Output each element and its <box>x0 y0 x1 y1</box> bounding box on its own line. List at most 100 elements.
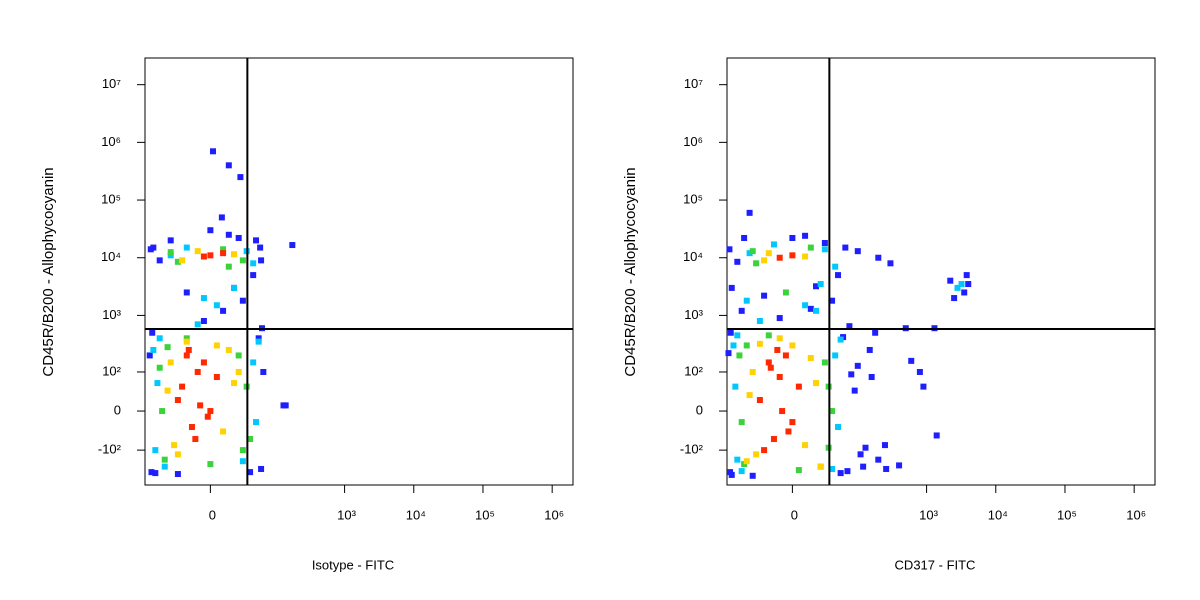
event-dot <box>200 253 207 260</box>
event-dot <box>239 257 246 264</box>
event-dot <box>756 397 763 404</box>
event-dot <box>167 359 174 366</box>
event-dot <box>194 248 201 255</box>
event-dot <box>213 373 220 380</box>
event-dot <box>255 335 262 342</box>
event-dot <box>817 281 824 288</box>
event-dot <box>207 461 214 468</box>
event-dot <box>872 329 879 336</box>
event-dot <box>785 428 792 435</box>
x-tick-label: 0 <box>791 507 798 522</box>
event-dot <box>738 419 745 426</box>
event-dot <box>749 368 756 375</box>
event-dot <box>183 289 190 296</box>
y-tick-label: 10⁴ <box>101 249 121 264</box>
event-dot <box>743 342 750 349</box>
event-dot <box>194 321 201 328</box>
event-dot <box>204 413 211 420</box>
x-tick-label: 10⁶ <box>544 507 564 522</box>
event-dot <box>753 260 760 267</box>
event-dot <box>947 277 954 284</box>
event-dot <box>225 263 232 270</box>
event-dot <box>247 469 254 476</box>
event-dot <box>961 289 968 296</box>
event-dot <box>239 297 246 304</box>
event-dot <box>220 428 227 435</box>
event-dot <box>795 383 802 390</box>
event-dot <box>194 368 201 375</box>
y-tick-label: -10² <box>680 442 704 457</box>
event-dot <box>776 254 783 261</box>
event-dot <box>220 250 227 257</box>
event-dot <box>761 257 768 264</box>
event-dot <box>253 237 260 244</box>
event-dot <box>743 458 750 465</box>
event-dot <box>152 470 159 477</box>
event-dot <box>738 468 745 475</box>
event-dot <box>179 257 186 264</box>
event-dot <box>746 392 753 399</box>
event-dot <box>200 295 207 302</box>
event-dot <box>807 305 814 312</box>
event-dot <box>728 471 735 478</box>
event-dot <box>761 292 768 299</box>
y-tick-label: 10⁷ <box>684 76 703 91</box>
event-dot <box>728 284 735 291</box>
event-dot <box>854 362 861 369</box>
y-tick-label: 0 <box>696 402 703 417</box>
plot-frame <box>144 57 574 486</box>
event-dot <box>776 315 783 322</box>
event-dot <box>837 470 844 477</box>
event-dot <box>174 471 181 478</box>
x-tick-label: 10⁶ <box>1126 507 1146 522</box>
y-tick-label: 10⁷ <box>102 76 121 91</box>
event-dot <box>860 463 867 470</box>
event-dot <box>813 283 820 290</box>
event-dot <box>179 383 186 390</box>
event-dot <box>846 323 853 330</box>
event-dot <box>207 408 214 415</box>
event-dot <box>159 408 166 415</box>
event-dot <box>200 317 207 324</box>
event-dot <box>848 371 855 378</box>
event-dot <box>779 408 786 415</box>
event-dot <box>741 234 748 241</box>
event-dot <box>774 346 781 353</box>
event-dot <box>164 344 171 351</box>
event-dot <box>756 340 763 347</box>
event-dot <box>250 272 257 279</box>
y-tick-label: -10² <box>98 442 122 457</box>
event-dot <box>795 467 802 474</box>
event-dot <box>146 352 153 359</box>
event-dot <box>908 357 915 364</box>
event-dot <box>782 289 789 296</box>
event-dot <box>862 444 869 451</box>
y-tick-label: 0 <box>114 402 121 417</box>
x-tick-label: 10⁵ <box>475 507 495 522</box>
event-dot <box>916 368 923 375</box>
event-dot <box>958 281 965 288</box>
event-dot <box>829 297 836 304</box>
event-dot <box>734 332 741 339</box>
event-dot <box>765 332 772 339</box>
event-dot <box>154 380 161 387</box>
event-dot <box>200 359 207 366</box>
event-dot <box>743 297 750 304</box>
event-dot <box>161 463 168 470</box>
y-tick-label: 10⁵ <box>101 191 121 206</box>
event-dot <box>239 458 246 465</box>
event-dot <box>842 244 849 251</box>
event-dot <box>807 355 814 362</box>
event-dot <box>188 424 195 431</box>
event-dot <box>749 472 756 479</box>
event-dot <box>174 397 181 404</box>
event-dot <box>235 368 242 375</box>
event-dot <box>156 364 163 371</box>
x-axis-label: Isotype - FITC <box>312 557 394 572</box>
event-dot <box>835 424 842 431</box>
event-dot <box>887 260 894 267</box>
event-dot <box>218 214 225 221</box>
event-dot <box>149 329 156 336</box>
event-dot <box>225 231 232 238</box>
event-dot <box>896 462 903 469</box>
